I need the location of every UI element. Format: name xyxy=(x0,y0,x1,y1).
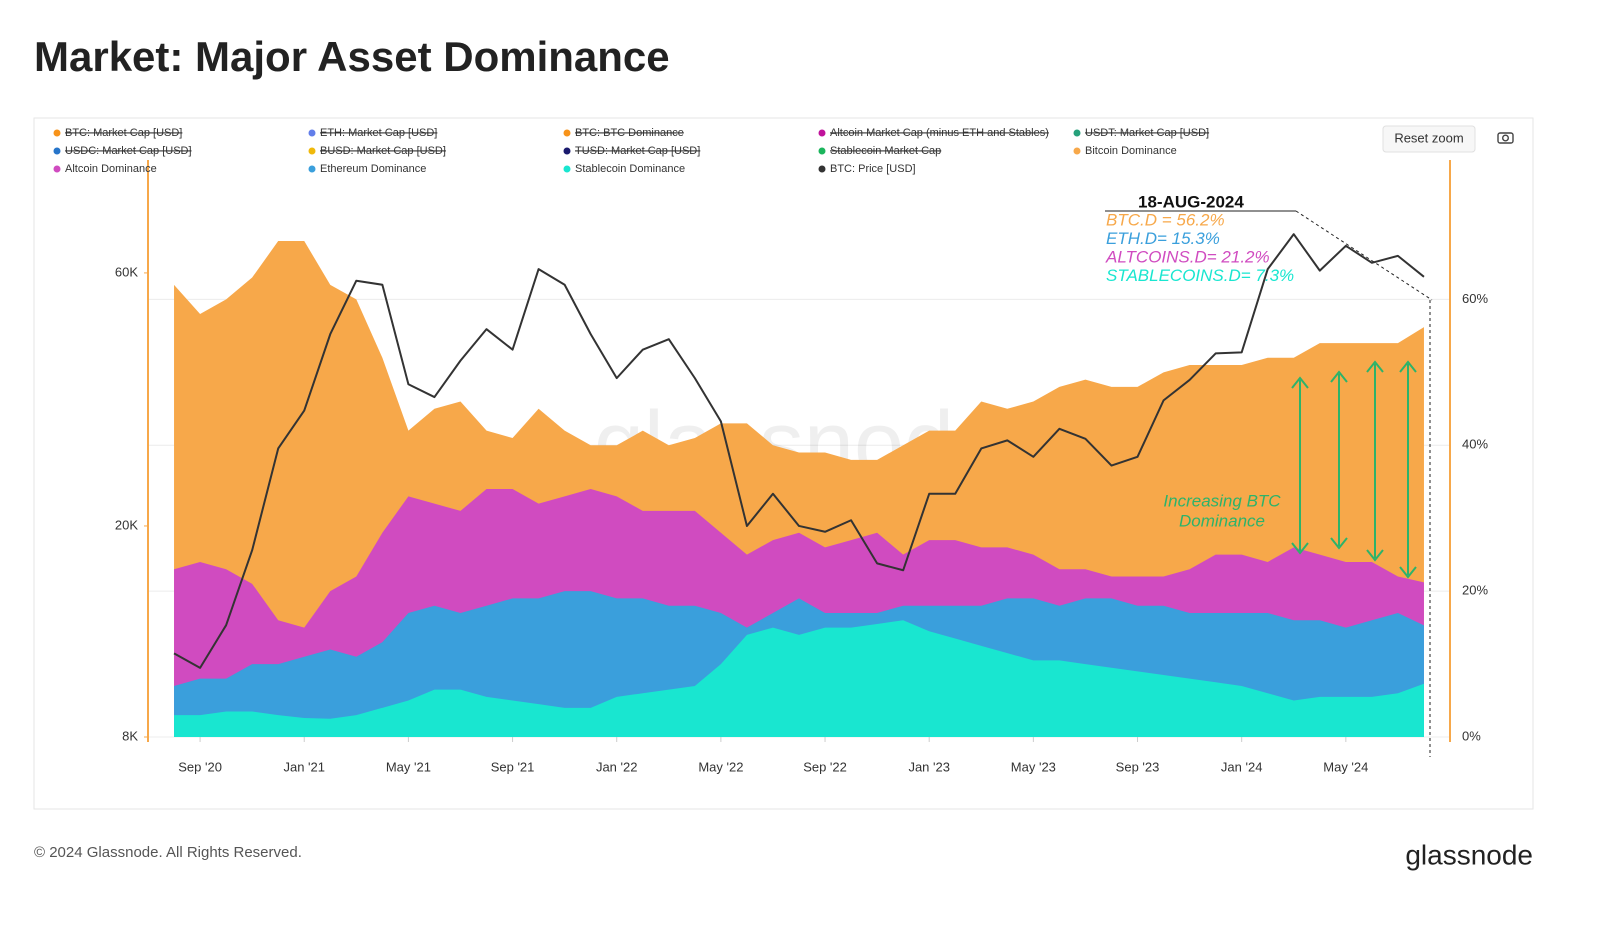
legend-marker[interactable] xyxy=(1073,147,1081,155)
x-tick-label: May '24 xyxy=(1323,759,1368,774)
legend-label[interactable]: ETH: Market Cap [USD] xyxy=(320,127,437,139)
arrow-head xyxy=(1366,549,1384,562)
annotation-date: 18-AUG-2024 xyxy=(1138,192,1244,211)
legend-label[interactable]: BTC: Market Cap [USD] xyxy=(65,127,182,139)
page-title: Market: Major Asset Dominance xyxy=(34,33,670,80)
annotation-trend: Increasing BTC xyxy=(1163,491,1281,510)
y2-tick-label: 0% xyxy=(1462,728,1481,743)
arrow-head xyxy=(1330,537,1348,550)
x-tick-label: Sep '22 xyxy=(803,759,847,774)
legend-label[interactable]: Ethereum Dominance xyxy=(320,163,426,175)
camera-body[interactable] xyxy=(1497,132,1514,144)
camera-icon[interactable] xyxy=(1497,132,1514,144)
camera-lens[interactable] xyxy=(1501,134,1509,142)
legend-label[interactable]: USDC: Market Cap [USD] xyxy=(65,145,192,157)
legend-label[interactable]: BUSD: Market Cap [USD] xyxy=(320,145,446,157)
legend-marker[interactable] xyxy=(1073,129,1081,137)
legend-label[interactable]: TUSD: Market Cap [USD] xyxy=(575,145,700,157)
legend-label[interactable]: BTC: BTC Dominance xyxy=(575,127,684,139)
y-tick-label: 8K xyxy=(122,728,138,743)
legend-marker[interactable] xyxy=(308,147,316,155)
annotation-reading: ETH.D= 15.3% xyxy=(1106,229,1220,248)
legend-marker[interactable] xyxy=(563,129,571,137)
x-tick-label: Sep '20 xyxy=(178,759,222,774)
x-tick-label: Jan '24 xyxy=(1221,759,1263,774)
legend-label[interactable]: Stablecoin Market Cap xyxy=(830,145,941,157)
annotation-reading: BTC.D = 56.2% xyxy=(1106,210,1225,229)
arrow-head xyxy=(1330,370,1348,383)
x-tick-label: Sep '23 xyxy=(1116,759,1160,774)
arrow-head xyxy=(1291,376,1309,389)
arrow-head xyxy=(1399,566,1417,579)
legend-marker[interactable] xyxy=(818,165,826,173)
copyright: © 2024 Glassnode. All Rights Reserved. xyxy=(34,844,302,861)
y2-tick-label: 20% xyxy=(1462,583,1488,598)
legend-marker[interactable] xyxy=(818,147,826,155)
legend-marker[interactable] xyxy=(308,129,316,137)
arrow-head xyxy=(1366,360,1384,373)
x-tick-label: Jan '21 xyxy=(283,759,325,774)
legend-marker[interactable] xyxy=(563,147,571,155)
legend-label[interactable]: Bitcoin Dominance xyxy=(1085,145,1177,157)
x-tick-label: Jan '23 xyxy=(908,759,950,774)
annotation-trend: Dominance xyxy=(1179,511,1265,530)
dominance-area xyxy=(174,620,1424,737)
x-tick-label: Sep '21 xyxy=(491,759,535,774)
reset-zoom-button[interactable]: Reset zoom xyxy=(1382,125,1476,153)
x-tick-label: May '21 xyxy=(386,759,431,774)
legend-marker[interactable] xyxy=(53,129,61,137)
legend-label[interactable]: USDT: Market Cap [USD] xyxy=(1085,127,1209,139)
button-bg[interactable] xyxy=(1382,125,1476,153)
legend-marker[interactable] xyxy=(53,165,61,173)
y2-tick-label: 60% xyxy=(1462,291,1488,306)
legend-label[interactable]: Altcoin Market Cap (minus ETH and Stable… xyxy=(830,127,1049,139)
legend-marker[interactable] xyxy=(308,165,316,173)
y-tick-label: 60K xyxy=(115,264,138,279)
x-tick-label: May '22 xyxy=(698,759,743,774)
x-tick-label: Jan '22 xyxy=(596,759,638,774)
y-tick-label: 20K xyxy=(115,517,138,532)
legend-marker[interactable] xyxy=(563,165,571,173)
annotation-reading: ALTCOINS.D= 21.2% xyxy=(1105,247,1270,266)
button-label[interactable]: Reset zoom xyxy=(1394,130,1463,145)
price-line xyxy=(173,233,1425,669)
legend-marker[interactable] xyxy=(53,147,61,155)
y2-tick-label: 40% xyxy=(1462,437,1488,452)
arrow-head xyxy=(1291,542,1309,555)
logo: glassnode xyxy=(1405,839,1533,870)
plot-area: 0% 20% 40% 60% 8K 20K 60K Sep '20 Jan '21 May '21… xyxy=(53,127,1488,774)
x-tick-label: May '23 xyxy=(1011,759,1056,774)
annotation-reading: STABLECOINS.D= 7.3% xyxy=(1106,266,1294,285)
legend-label[interactable]: Stablecoin Dominance xyxy=(575,163,685,175)
legend-label[interactable]: Altcoin Dominance xyxy=(65,163,157,175)
legend-label[interactable]: BTC: Price [USD] xyxy=(830,163,916,175)
arrow-head xyxy=(1399,360,1417,373)
legend-marker[interactable] xyxy=(818,129,826,137)
